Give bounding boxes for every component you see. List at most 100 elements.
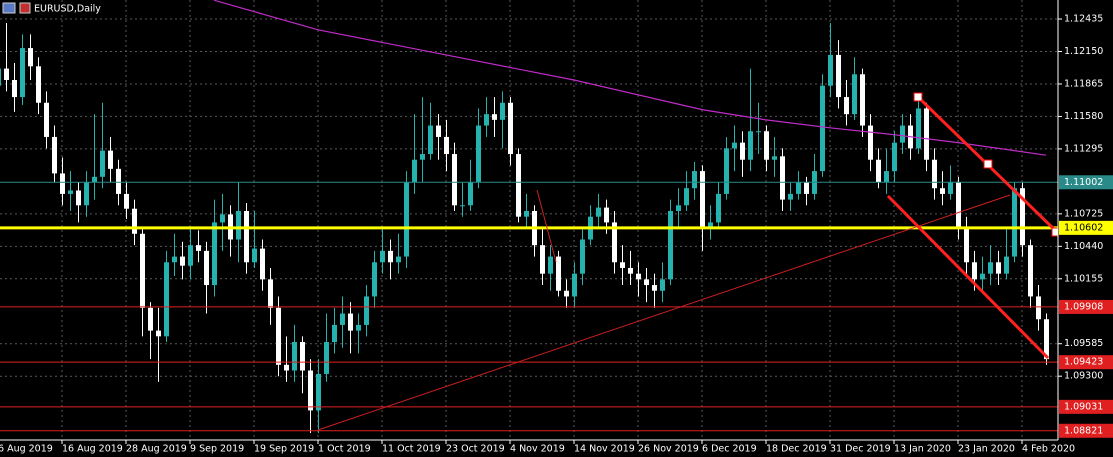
y-tick-label: 1.11865 <box>1064 78 1103 89</box>
candle-body <box>692 171 697 189</box>
candle-body <box>548 256 553 274</box>
candle-body <box>668 210 673 280</box>
candle-body <box>116 168 121 194</box>
candle-body <box>804 182 809 194</box>
candle-body <box>684 188 689 206</box>
candle-body <box>876 159 881 183</box>
candle-body <box>452 154 457 206</box>
candle-body <box>460 205 465 207</box>
candle-body <box>332 324 337 343</box>
candle-body <box>108 150 113 169</box>
y-tick-label: 1.10155 <box>1064 273 1103 284</box>
candle-body <box>148 307 153 331</box>
candle-body <box>68 190 73 194</box>
candle-body <box>436 125 441 137</box>
candle-body <box>1012 188 1017 257</box>
candle-body <box>596 207 601 217</box>
candle-body <box>780 156 785 200</box>
candle-body <box>636 273 641 280</box>
candle-body <box>852 74 857 115</box>
candle-body <box>412 159 417 183</box>
level-label-box <box>1059 220 1113 235</box>
candle-body <box>492 114 497 120</box>
candle-body <box>372 262 377 297</box>
x-tick-label: 6 Dec 2019 <box>702 444 757 455</box>
symbol-icon <box>19 2 31 14</box>
candle-body <box>324 342 329 374</box>
candle-body <box>748 131 753 160</box>
x-tick-label: 4 Feb 2020 <box>1022 444 1075 455</box>
candle-body <box>796 182 801 194</box>
candle-body <box>964 228 969 263</box>
level-label: 1.11002 <box>1064 177 1103 188</box>
candle-body <box>788 193 793 200</box>
x-tick-label: 26 Nov 2019 <box>638 444 699 455</box>
candle-body <box>700 171 705 229</box>
level-label-box <box>1059 299 1113 314</box>
candle-body <box>652 285 657 291</box>
grid <box>0 0 1058 440</box>
candle-body <box>764 131 769 160</box>
candle-body <box>380 250 385 263</box>
candle-body <box>316 373 321 411</box>
candle-body <box>932 159 937 189</box>
trend-line <box>317 194 1011 431</box>
candle-body <box>900 125 905 143</box>
candle-body <box>860 74 865 126</box>
candle-body <box>420 154 425 160</box>
anchor <box>983 159 993 169</box>
anchor <box>913 92 923 102</box>
candle-body <box>1020 188 1025 246</box>
x-tick-label: 18 Dec 2019 <box>766 444 827 455</box>
candle-body <box>428 125 433 155</box>
candle-body <box>340 313 345 325</box>
y-tick-label: 1.09300 <box>1064 371 1103 382</box>
moving-average <box>213 0 1047 156</box>
x-tick-label: 19 Sep 2019 <box>254 444 314 455</box>
candle-body <box>948 182 953 194</box>
candle-body <box>916 108 921 149</box>
candle-body <box>404 182 409 257</box>
candle-body <box>972 262 977 280</box>
candle-body <box>1028 245 1033 297</box>
candle-body <box>20 48 25 98</box>
candle-body <box>220 214 225 223</box>
candle-body <box>444 136 449 155</box>
candle-body <box>76 190 81 206</box>
x-tick-label: 9 Sep 2019 <box>190 444 244 455</box>
x-tick-label: 4 Nov 2019 <box>510 444 565 455</box>
candle-body <box>564 290 569 297</box>
candle-body <box>468 182 473 206</box>
candle-body <box>284 364 289 371</box>
candle-body <box>252 248 257 263</box>
candle-body <box>604 207 609 223</box>
candle-body <box>508 102 513 155</box>
candle-body <box>628 267 633 274</box>
candle-body <box>884 171 889 183</box>
candle-body <box>124 193 129 209</box>
candle-body <box>836 54 841 98</box>
level-label: 1.10602 <box>1064 222 1103 233</box>
candle-body <box>772 156 777 160</box>
candle-body <box>660 279 665 291</box>
candle-body <box>268 279 273 308</box>
x-tick-label: 23 Jan 2020 <box>958 444 1015 455</box>
candle-body <box>140 233 145 308</box>
candle-body <box>724 148 729 194</box>
candle-body <box>300 342 305 371</box>
candle-body <box>292 342 297 371</box>
candle-body <box>676 205 681 211</box>
candle-body <box>556 256 561 291</box>
y-tick-label: 1.09585 <box>1064 338 1103 349</box>
candle-body <box>924 108 929 160</box>
candle-body <box>36 66 41 103</box>
level-label: 1.09031 <box>1064 401 1103 412</box>
candle-body <box>644 279 649 286</box>
level-label: 1.08821 <box>1064 425 1103 436</box>
candle-body <box>580 239 585 274</box>
level-label-box <box>1059 175 1113 190</box>
candle-body <box>132 208 137 234</box>
x-tick-label: 28 Aug 2019 <box>126 444 187 455</box>
candle-body <box>892 142 897 172</box>
